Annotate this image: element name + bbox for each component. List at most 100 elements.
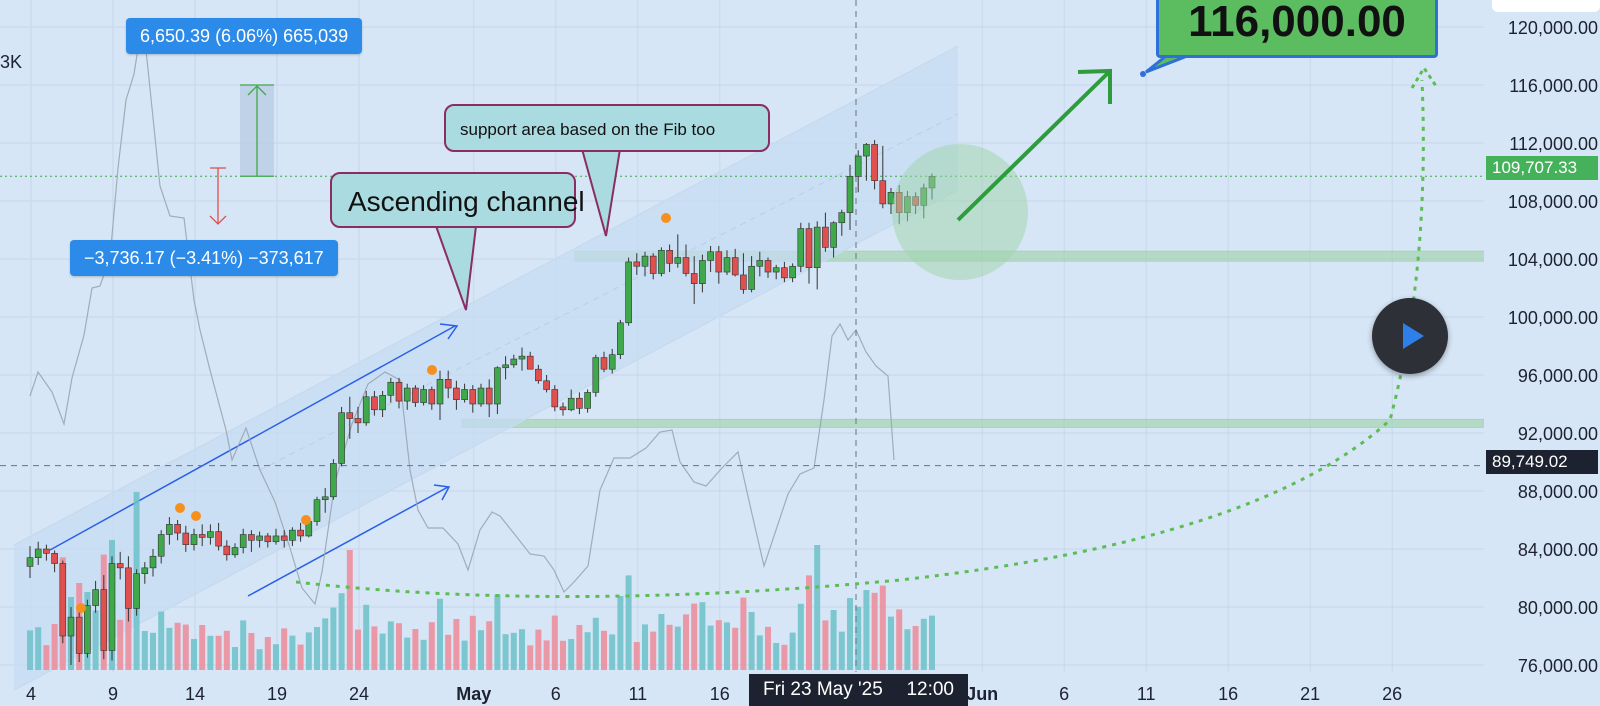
- volume-bar: [584, 632, 591, 670]
- candle: [321, 488, 329, 513]
- candle-body: [477, 387, 485, 405]
- target-arrow-line: [956, 71, 1110, 222]
- candle-body: [584, 392, 591, 409]
- candle-body: [387, 381, 395, 396]
- candle-body: [198, 534, 206, 538]
- candle: [649, 253, 657, 280]
- candle: [879, 145, 887, 209]
- volume-bar: [756, 635, 763, 670]
- candle-body: [395, 381, 403, 402]
- volume-bar: [412, 629, 419, 670]
- candle-body: [26, 557, 34, 567]
- candle-body: [543, 380, 550, 390]
- volume-bar: [715, 620, 722, 670]
- candle: [485, 379, 493, 418]
- candle: [436, 370, 444, 420]
- candle-body: [264, 535, 272, 543]
- volume-bar: [920, 618, 927, 670]
- volume-bar: [888, 616, 894, 670]
- volume-bar: [601, 630, 607, 670]
- volume-bar: [338, 593, 345, 670]
- volume-bar: [814, 545, 821, 670]
- candle-body: [338, 412, 345, 464]
- event-marker: [175, 503, 185, 513]
- candle: [625, 257, 632, 326]
- candle: [239, 528, 247, 554]
- candle: [576, 392, 583, 415]
- candle-body: [723, 257, 731, 273]
- candle-body: [715, 251, 723, 273]
- crosshair-date: Fri 23 May '25: [763, 679, 883, 700]
- candle-body: [485, 387, 493, 405]
- candle: [198, 524, 206, 547]
- volume-bar: [666, 624, 673, 670]
- volume-bar: [437, 598, 443, 670]
- time-axis-label: 11: [1136, 684, 1156, 704]
- candle: [223, 540, 231, 561]
- candle: [699, 254, 706, 293]
- volume-bar: [363, 604, 370, 670]
- target-price-callout[interactable]: 116,000.00: [1156, 0, 1438, 58]
- volume-bar: [658, 614, 665, 670]
- candle-body: [428, 389, 436, 405]
- horizontal-levels: [0, 0, 1484, 672]
- candle-body: [67, 616, 75, 637]
- candle: [526, 351, 534, 370]
- candle: [280, 530, 288, 548]
- candle: [403, 383, 411, 410]
- volume-bar: [330, 607, 337, 670]
- candle: [190, 528, 198, 551]
- candle: [149, 549, 157, 577]
- candle-body: [207, 531, 214, 538]
- volume-bar: [707, 625, 714, 670]
- candle: [346, 396, 354, 439]
- candle: [740, 253, 747, 294]
- candle: [395, 377, 403, 409]
- time-axis-label: 19: [266, 684, 288, 704]
- volume-bar: [355, 629, 361, 670]
- candle: [26, 546, 34, 578]
- measurement-up-label[interactable]: 6,650.39 (6.06%) 665,039: [126, 18, 363, 54]
- volume-bar: [592, 617, 599, 670]
- price-axis-tick: 84,000.00: [1518, 540, 1598, 560]
- volume-bar: [724, 622, 730, 670]
- volume-bar: [699, 602, 706, 670]
- volume-bar: [830, 610, 837, 670]
- measurement-down-label[interactable]: −3,736.17 (−3.41%) −373,617: [70, 240, 338, 276]
- time-axis-label: 26: [1382, 684, 1403, 704]
- channel-arrow-lower-head: [433, 484, 451, 501]
- candle: [690, 256, 698, 304]
- volume-bar: [469, 615, 476, 670]
- candle-body: [436, 379, 444, 405]
- candle-body: [494, 367, 501, 405]
- measure-down-head: [209, 215, 227, 225]
- event-marker: [191, 511, 201, 521]
- candle-body: [625, 261, 632, 324]
- candle: [67, 607, 75, 665]
- candle: [863, 143, 870, 181]
- candle-body: [182, 532, 190, 545]
- candle: [772, 264, 780, 280]
- play-button[interactable]: [1372, 298, 1448, 374]
- price-axis-tick: 100,000.00: [1508, 308, 1598, 328]
- volume-bar: [510, 632, 517, 670]
- candle: [707, 245, 714, 273]
- candle-body: [34, 548, 42, 558]
- volume-bar: [576, 625, 583, 670]
- fib-support-callout[interactable]: support area based on the Fib too: [444, 104, 770, 152]
- candle: [543, 375, 550, 393]
- volume-bar: [855, 606, 862, 670]
- candle: [756, 251, 764, 277]
- candle-body: [330, 463, 337, 498]
- candle-body: [223, 545, 231, 556]
- candle: [871, 140, 878, 190]
- ascending-channel-callout[interactable]: Ascending channel: [330, 172, 585, 228]
- candle: [535, 364, 542, 384]
- volume-bar: [371, 626, 378, 670]
- time-axis-label: 16: [709, 684, 730, 704]
- candle-body: [813, 226, 821, 269]
- volume-bar: [732, 627, 739, 670]
- volume-bar: [420, 639, 427, 670]
- volume-bar: [609, 634, 616, 670]
